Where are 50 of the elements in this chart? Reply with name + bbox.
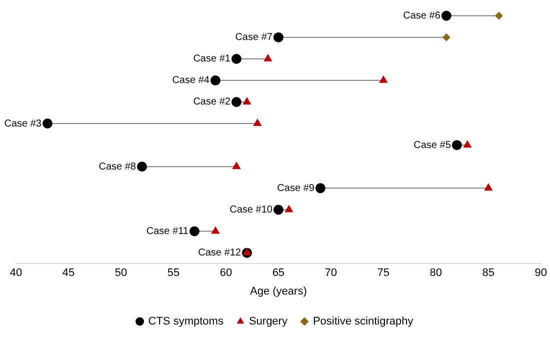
point bbox=[379, 75, 388, 83]
x-tick-label: 65 bbox=[272, 267, 285, 280]
point bbox=[242, 96, 252, 104]
x-tick-label: 40 bbox=[10, 267, 22, 280]
y-tick-label: Case #8 bbox=[98, 161, 136, 172]
y-tick-label: Case #2 bbox=[193, 96, 231, 108]
point bbox=[452, 140, 462, 150]
point bbox=[315, 183, 326, 194]
x-tick-label: 55 bbox=[167, 267, 180, 280]
y-tick-label: Case #12 bbox=[198, 248, 242, 259]
point bbox=[441, 10, 452, 21]
point bbox=[273, 32, 284, 42]
point bbox=[242, 248, 252, 256]
y-tick-label: Case #9 bbox=[277, 182, 315, 194]
x-tick-label: 85 bbox=[482, 267, 495, 280]
point bbox=[253, 118, 262, 126]
point bbox=[136, 162, 147, 172]
x-tick-label: 80 bbox=[430, 267, 442, 280]
x-tick-label: 50 bbox=[114, 267, 128, 280]
y-tick-label: Case #11 bbox=[146, 226, 189, 238]
point bbox=[463, 140, 472, 148]
y-tick-label: Case #3 bbox=[4, 118, 42, 130]
point bbox=[231, 54, 242, 64]
point bbox=[210, 75, 220, 86]
x-tick-label: 60 bbox=[220, 267, 232, 280]
point bbox=[484, 183, 493, 191]
point bbox=[494, 12, 503, 20]
point bbox=[211, 226, 220, 234]
point bbox=[232, 162, 241, 170]
x-tick-label: 90 bbox=[534, 267, 548, 280]
y-tick-label: Case #6 bbox=[403, 10, 441, 22]
legend-label: Positive scintigraphy bbox=[312, 316, 414, 328]
point bbox=[231, 96, 242, 107]
point bbox=[42, 118, 52, 129]
y-tick-label: Case #5 bbox=[414, 140, 452, 151]
x-axis-title: Age (years) bbox=[250, 285, 307, 298]
legend-label: CTS symptoms bbox=[148, 316, 224, 328]
point bbox=[284, 204, 294, 212]
point bbox=[442, 33, 450, 42]
y-tick-label: Case #10 bbox=[230, 204, 273, 216]
point bbox=[264, 54, 272, 62]
legend-label: Surgery bbox=[248, 316, 288, 328]
x-tick-label: 75 bbox=[377, 267, 390, 280]
point bbox=[189, 226, 200, 236]
x-tick-label: 45 bbox=[62, 267, 75, 280]
x-tick-label: 70 bbox=[324, 267, 338, 280]
point bbox=[273, 204, 284, 215]
y-tick-label: Case #4 bbox=[172, 75, 210, 86]
y-tick-label: Case #1 bbox=[193, 54, 231, 65]
y-tick-label: Case #7 bbox=[235, 32, 273, 44]
